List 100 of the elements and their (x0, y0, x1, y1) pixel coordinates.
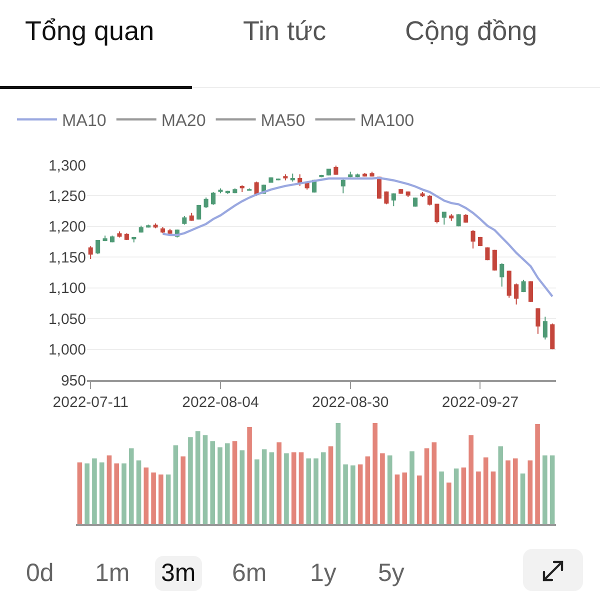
candlestick (464, 214, 468, 224)
bar (432, 442, 437, 524)
candlestick (420, 192, 425, 198)
bar (350, 465, 356, 524)
text: 1m (94, 558, 131, 589)
bar (358, 464, 363, 524)
y-tick-label: 1,300 (48, 157, 86, 174)
candlestick (528, 280, 534, 302)
bar (232, 441, 238, 524)
bar (247, 427, 252, 524)
candlestick (268, 176, 274, 184)
candlestick (492, 249, 497, 272)
candlestick (102, 235, 108, 242)
bar (483, 457, 488, 524)
candlestick (542, 316, 548, 340)
bar (202, 435, 208, 524)
x-tick-label: 2022-08-30 (312, 394, 389, 411)
bar (387, 455, 392, 524)
bar (454, 468, 459, 524)
candlestick (117, 230, 122, 238)
candlestick (348, 171, 353, 178)
candlestick (211, 192, 216, 206)
bar (262, 449, 267, 524)
bar (188, 437, 193, 524)
candlestick (290, 173, 295, 182)
bar (528, 460, 533, 524)
candlestick (283, 174, 288, 181)
candlestick (168, 228, 172, 235)
bar (506, 460, 510, 524)
bar (195, 431, 200, 524)
bar (180, 456, 186, 524)
bar (240, 450, 245, 524)
text: 6m (231, 558, 268, 589)
candlestick (384, 190, 389, 205)
candlestick (398, 188, 404, 194)
bar (144, 467, 149, 524)
bar (77, 462, 82, 524)
candlestick (449, 214, 454, 222)
bar (336, 423, 341, 524)
candlestick (391, 192, 396, 207)
bar (136, 460, 142, 524)
candlestick (506, 270, 512, 298)
bar (92, 458, 97, 524)
bar (424, 448, 430, 524)
candlestick (514, 283, 519, 305)
candlestick (124, 232, 129, 240)
x-tick-label: 2022-09-27 (442, 394, 519, 411)
candlestick (442, 211, 446, 226)
bar (512, 458, 518, 524)
candlestick (340, 178, 346, 194)
y-tick-label: 1,150 (48, 249, 86, 266)
bar (410, 451, 414, 524)
y-tick-label: 1,050 (48, 310, 86, 328)
bar (542, 455, 548, 524)
bar (380, 453, 385, 524)
bar (114, 463, 120, 524)
candlestick (189, 212, 194, 222)
candlestick (536, 308, 540, 334)
bar (106, 455, 112, 524)
bar (468, 435, 474, 524)
candlestick (370, 171, 374, 178)
line-series (162, 176, 554, 298)
bar (476, 471, 481, 524)
candlestick (550, 322, 555, 350)
text: Tổng quan (25, 16, 154, 47)
text: 1y (309, 558, 338, 589)
x-tick-label: 2022-08-04 (182, 394, 259, 411)
candlestick (334, 165, 338, 176)
bar (461, 467, 466, 524)
candlestick (160, 226, 166, 234)
text: Tin tức (243, 16, 326, 47)
bar (224, 443, 230, 524)
candlestick (88, 246, 93, 260)
x-tick-label: 2022-07-11 (52, 394, 128, 411)
bar (99, 462, 104, 524)
legend-label: MA50 (260, 111, 306, 130)
candlestick (182, 215, 187, 226)
candlestick (204, 197, 208, 208)
candlestick (110, 235, 115, 243)
candlestick (500, 262, 504, 288)
bar (128, 448, 134, 524)
bar (158, 474, 164, 524)
candlestick (96, 239, 100, 255)
candlestick (521, 279, 526, 293)
bar (535, 424, 540, 524)
candlestick (326, 168, 331, 176)
text: Cộng đồng (405, 16, 538, 47)
bar (550, 455, 555, 524)
bar (498, 446, 504, 524)
y-tick-label: 1,000 (48, 342, 86, 359)
y-tick-label: 1,100 (48, 280, 86, 298)
bar (446, 482, 452, 524)
bar (490, 471, 496, 524)
bar (122, 463, 126, 524)
bar (416, 476, 422, 524)
bar (328, 446, 334, 524)
bar (291, 452, 296, 524)
bar (298, 452, 304, 524)
candlestick (485, 246, 490, 261)
bar (269, 452, 274, 524)
